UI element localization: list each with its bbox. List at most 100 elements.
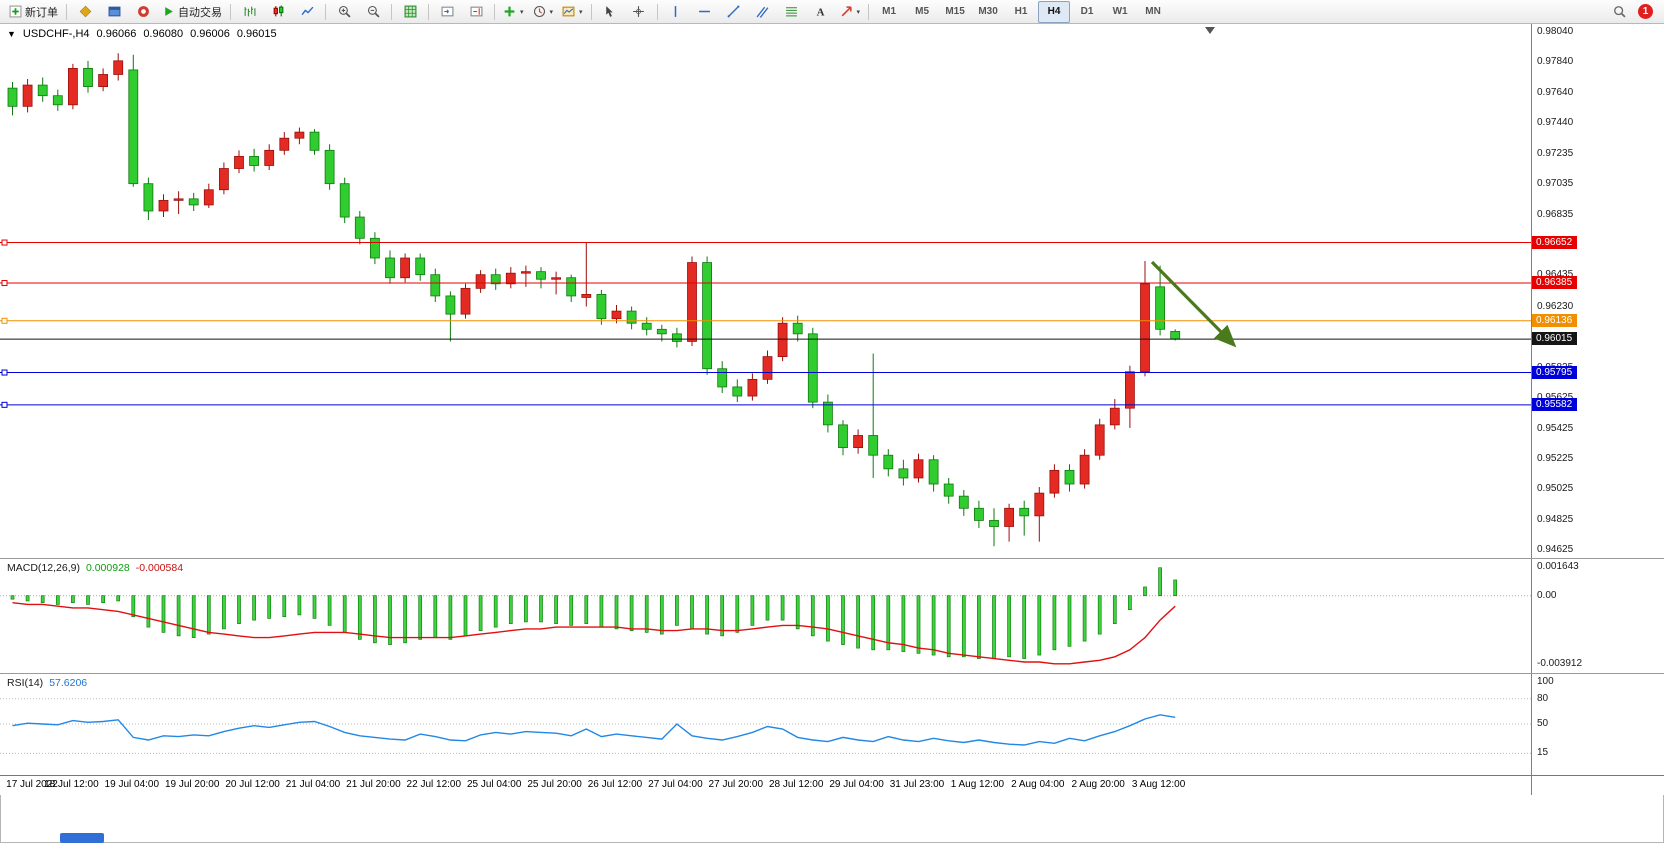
timeframe-h1[interactable]: H1 [1014, 6, 1028, 17]
trendline-button[interactable] [720, 1, 748, 23]
toolbar-separator [325, 3, 326, 20]
candle [853, 435, 863, 449]
time-axis-label: 22 Jul 12:00 [406, 779, 462, 790]
text-button[interactable]: A [807, 1, 835, 23]
macd-bar [237, 595, 241, 624]
candlestick-chart[interactable] [0, 24, 1531, 558]
candle [415, 257, 426, 276]
timeframe-m30[interactable]: M30 [978, 6, 998, 17]
chart-shift-button[interactable] [462, 1, 490, 23]
candle [1155, 286, 1165, 330]
time-axis-label: 27 Jul 20:00 [708, 779, 764, 790]
notification-badge[interactable]: 1 [1638, 4, 1653, 19]
svg-text:A: A [817, 6, 825, 18]
price-axis-label: 0.95225 [1537, 452, 1574, 464]
time-axis-label: 3 Aug 12:00 [1131, 779, 1186, 790]
tile-windows-button[interactable] [396, 1, 424, 23]
candles-icon [272, 5, 285, 18]
zoom-in-button[interactable] [330, 1, 358, 23]
search-icon [1613, 5, 1626, 18]
time-axis[interactable]: 17 Jul 2022 18 Jul 12:00 19 Jul 04:00 19 Ju… [0, 776, 1531, 795]
panel-separator[interactable] [0, 673, 1664, 674]
community-button[interactable] [129, 1, 157, 23]
auto-trading-button[interactable]: 自动交易 [158, 1, 226, 23]
cursor-button[interactable] [596, 1, 624, 23]
hline-anchor[interactable] [1, 317, 8, 324]
fibonacci-button[interactable] [778, 1, 806, 23]
macd-bar [403, 595, 407, 644]
price-axis[interactable]: 0.98040 0.97840 0.97640 0.97440 0.97235 0.970… [1531, 24, 1664, 795]
line-chart-button[interactable] [293, 1, 321, 23]
arrows-button[interactable]: ▾ [836, 1, 865, 23]
macd-bar [629, 595, 634, 631]
horizontal-line-button[interactable] [691, 1, 719, 23]
candle [1140, 283, 1150, 373]
candles-series [7, 53, 1181, 547]
macd-bar [795, 595, 800, 630]
candle [249, 155, 260, 166]
candle [354, 216, 365, 239]
candlestick-button[interactable] [264, 1, 292, 23]
price-tag-0.95795: 0.95795 [1532, 365, 1578, 379]
macd-value: 0.000928 [85, 562, 130, 574]
hline-anchor[interactable] [1, 401, 8, 408]
quote-open: 0.96066 [96, 28, 137, 40]
panel-separator[interactable] [0, 558, 1664, 559]
new-order-button[interactable]: 新订单 [5, 1, 62, 23]
macd-bar [614, 595, 619, 630]
market-watch-button[interactable] [71, 1, 99, 23]
crosshair-button[interactable] [625, 1, 653, 23]
trend-arrow[interactable] [1150, 260, 1237, 348]
candle [460, 287, 471, 315]
rsi-panel[interactable] [0, 674, 1531, 775]
timeframe-d1[interactable]: D1 [1080, 6, 1094, 17]
zoom-out-icon [367, 5, 380, 18]
zoom-out-button[interactable] [359, 1, 387, 23]
data-window-button[interactable] [100, 1, 128, 23]
macd-bar [463, 595, 468, 637]
macd-bar [599, 595, 604, 628]
vertical-line-button[interactable] [662, 1, 690, 23]
price-axis-label: 0.97840 [1537, 56, 1574, 68]
candle [1004, 507, 1014, 527]
candle [823, 401, 833, 426]
macd-label: MACD(12,26,9) 0.000928 -0.000584 [7, 562, 183, 574]
macd-bar [327, 595, 332, 626]
templates-button[interactable]: ▾ [558, 1, 587, 23]
timeframe-m1[interactable]: M1 [882, 6, 897, 17]
market-watch-icon [79, 5, 92, 18]
indicators-button[interactable]: ▾ [499, 1, 528, 23]
macd-bar [977, 595, 981, 659]
hline-anchor[interactable] [1, 239, 8, 246]
price-axis-label: 0.97640 [1537, 86, 1574, 98]
channel-button[interactable] [749, 1, 777, 23]
macd-bar [705, 595, 709, 635]
candle [747, 378, 758, 397]
timeframe-w1[interactable]: W1 [1112, 6, 1128, 17]
timeframe-m15[interactable]: M15 [945, 6, 965, 17]
bar-chart-button[interactable] [235, 1, 263, 23]
macd-panel[interactable] [0, 559, 1531, 673]
zoom-in-icon [338, 5, 351, 18]
toolbar-separator [66, 3, 67, 20]
candle [1064, 469, 1075, 485]
macd-bar [1158, 567, 1162, 597]
timeframe-mn[interactable]: MN [1145, 6, 1161, 17]
time-axis-label: 27 Jul 04:00 [648, 779, 703, 790]
macd-bar [856, 595, 860, 649]
macd-bar [10, 595, 15, 600]
timeframe-h4[interactable]: H4 [1038, 0, 1071, 23]
ohlc-bars-icon [243, 5, 256, 18]
search-button[interactable] [1605, 1, 1633, 23]
macd-bar [146, 595, 151, 628]
macd-bar [55, 595, 60, 605]
plus-icon [503, 5, 516, 18]
candle [1170, 331, 1181, 340]
macd-bar [554, 595, 558, 624]
periods-button[interactable]: ▾ [529, 1, 558, 23]
hline-anchor[interactable] [1, 369, 8, 376]
auto-scroll-button[interactable] [433, 1, 461, 23]
hline-anchor[interactable] [1, 280, 8, 287]
one-click-trading-toggle-icon[interactable]: ▼ [7, 29, 16, 39]
timeframe-m5[interactable]: M5 [915, 6, 930, 17]
